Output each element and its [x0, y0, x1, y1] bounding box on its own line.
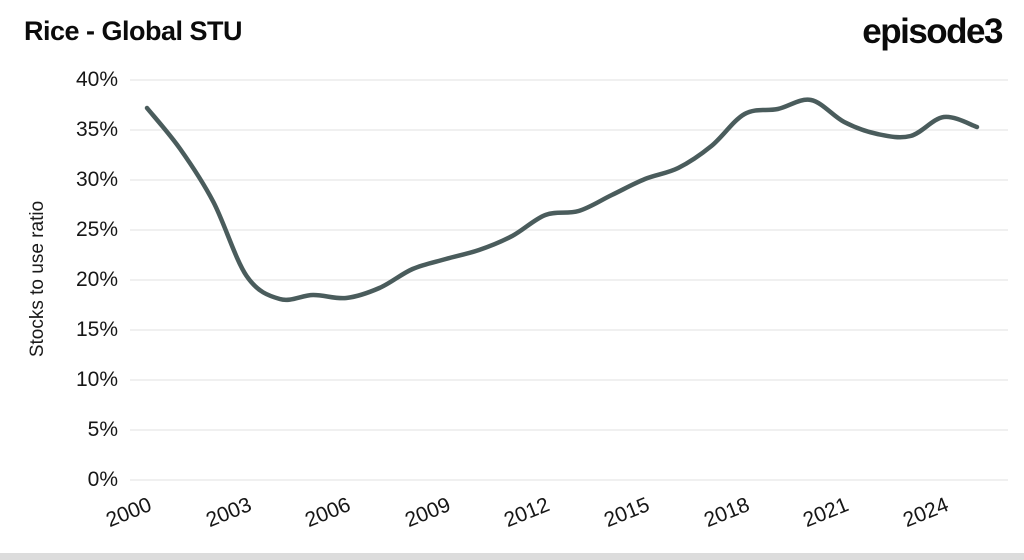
chart-title: Rice - Global STU: [24, 16, 243, 46]
y-tick-label: 0%: [87, 468, 118, 491]
y-tick-label: 5%: [87, 418, 118, 441]
page-bottom-border: [0, 553, 1024, 560]
y-tick-label: 20%: [75, 268, 118, 291]
y-tick-label: 30%: [75, 168, 118, 191]
episode3-logo: episode3: [862, 12, 1003, 51]
y-axis-title: Stocks to use ratio: [27, 200, 48, 358]
y-tick-label: 35%: [75, 118, 118, 141]
y-tick-label: 10%: [75, 368, 118, 391]
gridlines: [130, 79, 1008, 481]
y-tick-label: 25%: [75, 218, 118, 241]
stu-line-series: [144, 97, 980, 303]
y-tick-label: 15%: [75, 318, 118, 341]
y-tick-label: 40%: [75, 68, 118, 91]
